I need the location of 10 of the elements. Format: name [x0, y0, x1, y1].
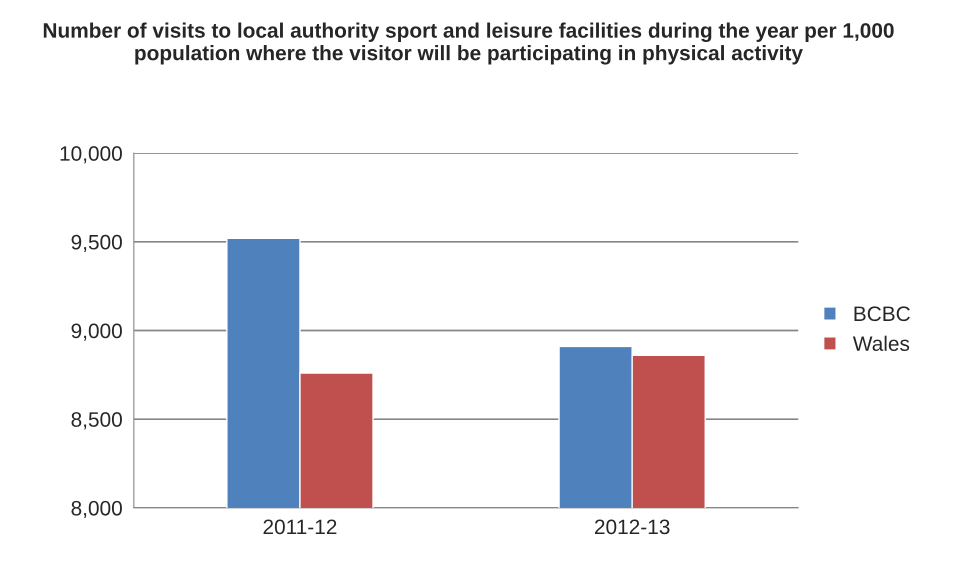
x-tick-label: 2011-12 [264, 519, 336, 534]
y-tick-label: 9,000 [72, 323, 122, 341]
y-tick-label: 8,000 [72, 500, 122, 518]
y-tick-label: 8,500 [72, 412, 122, 430]
legend-label: BCBC [854, 306, 910, 322]
y-tick-label: 10,000 [60, 146, 122, 164]
x-tick-label: 2012-13 [594, 519, 670, 534]
legend-label: Wales [852, 336, 910, 351]
y-tick-label: 9,500 [72, 234, 122, 252]
chart-title: Number of visits to local authority sport and leisure facilities during the year per 1,000 population where the visitor will be participating in physical activity [44, 22, 894, 65]
